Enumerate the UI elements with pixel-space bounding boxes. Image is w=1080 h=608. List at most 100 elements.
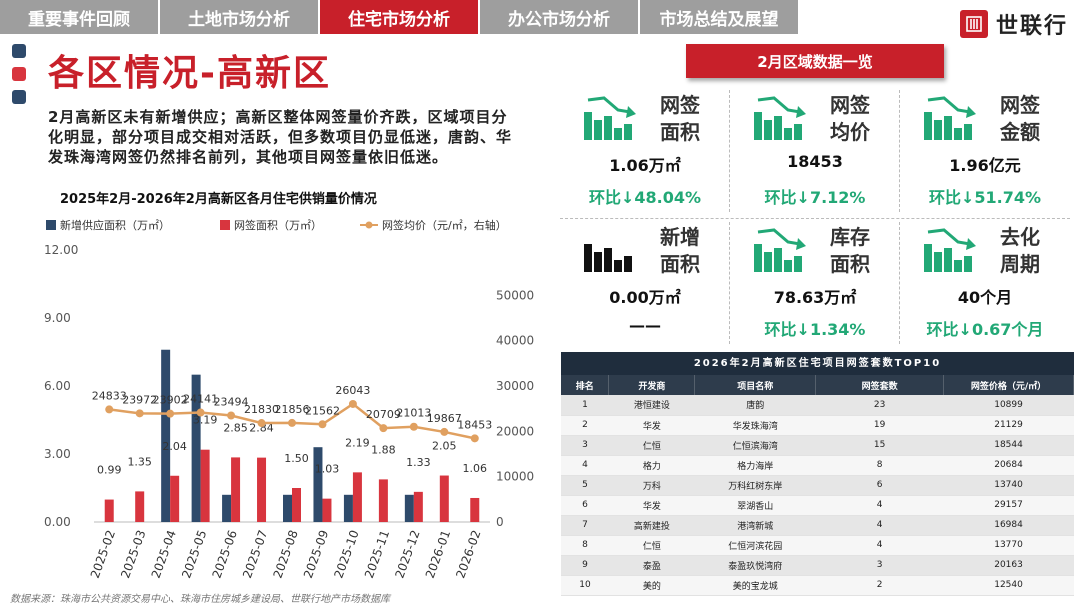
x-tick-label: 2025-07	[240, 528, 270, 580]
table-row: 3 仁恒 仁恒滨海湾 15 18544	[561, 435, 1074, 456]
stat-change: 环比↓7.12%	[764, 188, 866, 207]
cell-rank: 4	[561, 455, 609, 476]
price-data-label: 19867	[427, 412, 462, 425]
brand-seal-icon	[959, 10, 988, 38]
brand-logo: 世联行	[959, 8, 1068, 40]
sold-data-label: 3.19	[193, 414, 218, 427]
sold-data-label: 2.04	[162, 440, 187, 453]
top-nav: 重要事件回顾 土地市场分析 住宅市场分析 办公市场分析 市场总结及展望	[0, 0, 800, 34]
cell-price: 13770	[943, 535, 1074, 556]
cell-project: 仁恒滨海湾	[694, 435, 816, 456]
cell-units: 2	[815, 575, 944, 596]
cell-rank: 5	[561, 475, 609, 496]
price-data-label: 24833	[92, 389, 127, 402]
cell-developer: 仁恒	[608, 535, 695, 556]
supply-bar	[313, 447, 323, 522]
price-data-label: 26043	[335, 384, 370, 397]
cell-developer: 华发	[608, 495, 695, 516]
cell-developer: 仁恒	[608, 435, 695, 456]
sold-bar	[378, 479, 388, 522]
price-point	[440, 427, 449, 436]
sold-bar	[200, 449, 210, 522]
tab-major-events[interactable]: 重要事件回顾	[0, 0, 160, 34]
tab-residential-market[interactable]: 住宅市场分析	[320, 0, 480, 34]
cell-price: 12540	[943, 575, 1074, 596]
sold-bar	[104, 499, 114, 522]
col-units: 网签套数	[815, 375, 945, 395]
bar-chart-down-icon	[924, 228, 976, 272]
sold-data-label: 0.99	[97, 464, 122, 477]
stat-label: 网签 金额	[1000, 93, 1040, 144]
stat-card: 新增 面积 0.00万㎡ ——	[560, 220, 730, 350]
sold-bar	[231, 457, 241, 522]
stat-label: 网签 面积	[660, 93, 700, 144]
price-point	[348, 399, 357, 408]
stat-label: 网签 均价	[830, 93, 870, 144]
bar-chart-down-icon	[754, 228, 806, 272]
y-right-tick-label: 0	[496, 515, 504, 529]
x-tick-label: 2025-04	[149, 528, 179, 580]
cell-rank: 1	[561, 395, 609, 416]
stat-card: 去化 周期 40个月 环比↓0.67个月	[900, 220, 1070, 350]
price-data-label: 21013	[396, 407, 431, 420]
price-point	[135, 409, 144, 418]
tab-office-market[interactable]: 办公市场分析	[480, 0, 640, 34]
cell-project: 港湾新城	[694, 515, 816, 536]
y-right-tick-label: 50000	[496, 288, 534, 302]
price-point	[409, 422, 418, 431]
y-right-tick-label: 30000	[496, 379, 534, 393]
y-right-tick-label: 20000	[496, 424, 534, 438]
divider	[729, 222, 730, 344]
bullet-square	[12, 90, 26, 104]
cell-project: 唐韵	[694, 395, 816, 416]
x-tick-label: 2025-12	[392, 528, 422, 580]
sold-data-label: 2.05	[432, 440, 457, 453]
y-left-tick-label: 12.00	[44, 243, 78, 257]
sold-bar	[413, 491, 423, 522]
tab-market-summary[interactable]: 市场总结及展望	[640, 0, 800, 34]
y-left-tick-label: 3.00	[44, 447, 71, 461]
bullet-square	[12, 44, 26, 58]
tab-land-market[interactable]: 土地市场分析	[160, 0, 320, 34]
price-data-label: 20709	[366, 408, 401, 421]
price-data-label: 23494	[214, 395, 249, 408]
cell-price: 18544	[943, 435, 1074, 456]
supply-bar	[161, 349, 171, 522]
y-right-tick-label: 40000	[496, 334, 534, 348]
stat-value: 18453	[787, 152, 843, 171]
col-rank: 排名	[561, 375, 610, 395]
divider	[899, 90, 900, 212]
price-data-label: 23972	[122, 393, 157, 406]
sold-data-label: 1.33	[406, 456, 431, 469]
sold-data-label: 1.03	[315, 463, 340, 476]
legend-swatch	[220, 220, 230, 230]
price-point	[227, 411, 236, 420]
table-header-row: 排名 开发商 项目名称 网签套数 网签价格（元/㎡）	[561, 375, 1074, 395]
cell-developer: 泰盈	[608, 555, 695, 576]
sold-data-label: 2.84	[249, 422, 273, 435]
price-point	[318, 420, 327, 429]
price-point	[196, 408, 205, 417]
stat-card: 网签 金额 1.96亿元 环比↓51.74%	[900, 88, 1070, 218]
cell-rank: 10	[561, 575, 609, 596]
legend-swatch	[365, 221, 373, 229]
cell-project: 美的宝龙城	[694, 575, 816, 596]
cell-price: 20684	[943, 455, 1074, 476]
supply-bar	[222, 494, 232, 522]
stat-value: 1.96亿元	[949, 156, 1021, 175]
price-data-label: 21856	[275, 403, 310, 416]
cell-units: 4	[815, 495, 944, 516]
supply-bar	[404, 494, 414, 522]
price-point	[105, 405, 114, 414]
cell-rank: 7	[561, 515, 609, 536]
stat-label: 库存 面积	[830, 225, 870, 276]
cell-price: 21129	[943, 415, 1074, 436]
cell-project: 格力海岸	[694, 455, 816, 476]
cell-developer: 万科	[608, 475, 695, 496]
x-tick-label: 2026-02	[453, 528, 483, 580]
stat-change: ——	[629, 316, 661, 335]
stat-label: 去化 周期	[1000, 225, 1040, 276]
stat-change: 环比↓1.34%	[764, 320, 866, 339]
table-row: 1 港恒建设 唐韵 23 10899	[561, 395, 1074, 416]
cell-price: 10899	[943, 395, 1074, 416]
